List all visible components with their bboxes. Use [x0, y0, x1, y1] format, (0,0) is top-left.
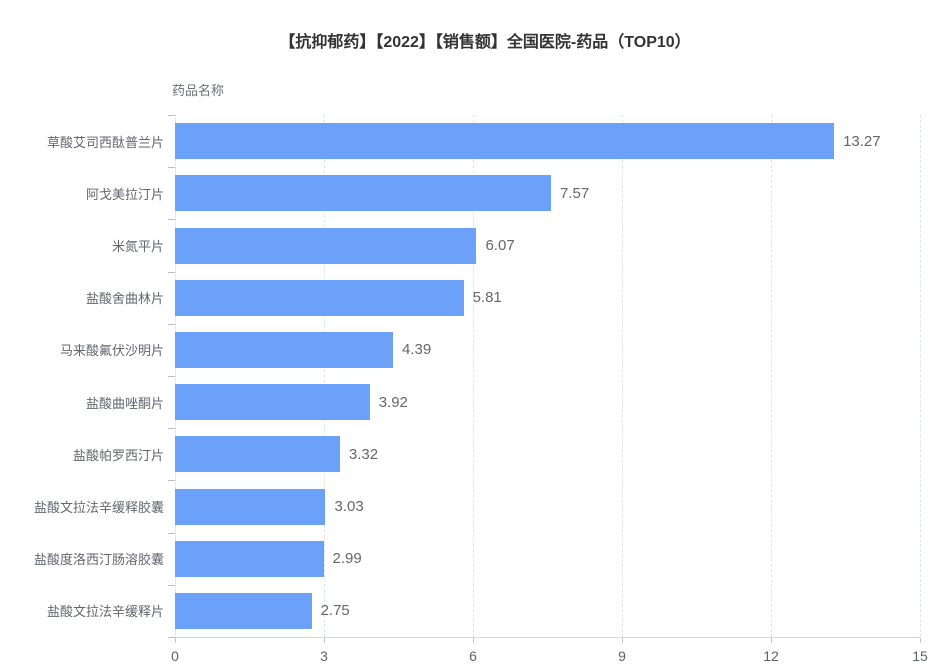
bar-row: 6.07 [175, 219, 920, 271]
bar-rows: 13.27 7.57 6.07 5.81 4.39 3.92 3.32 3.03 2.99 2.7… [175, 115, 920, 637]
category-label: 盐酸帕罗西汀片 [72, 447, 164, 463]
bar[interactable] [175, 227, 477, 264]
x-axis-tick-label: 9 [618, 648, 626, 664]
bar-row: 3.03 [175, 480, 920, 532]
x-axis-tick-label: 6 [469, 648, 477, 664]
x-axis-tick [324, 638, 325, 643]
bar-value-label: 2.99 [332, 550, 362, 568]
bar-value-label: 6.07 [485, 237, 515, 254]
category-label: 盐酸文拉法辛缓释胶囊 [33, 500, 164, 516]
gridline [771, 115, 772, 637]
y-axis-tick [168, 323, 175, 325]
x-axis-tick-label: 0 [171, 648, 179, 664]
bar[interactable] [175, 592, 312, 629]
x-axis-tick [920, 638, 921, 643]
bar[interactable] [175, 331, 394, 368]
bar-row: 3.32 [175, 428, 920, 480]
y-axis-tick [168, 637, 175, 638]
bar[interactable] [175, 175, 551, 212]
bar-row: 7.57 [175, 167, 920, 219]
y-axis-tick [168, 480, 175, 482]
bar[interactable] [175, 436, 340, 473]
category-label: 马来酸氟伏沙明片 [59, 343, 164, 359]
bar-value-label: 5.81 [472, 289, 502, 307]
x-axis-tick-label: 3 [320, 648, 328, 664]
bar-row: 2.99 [175, 533, 920, 585]
y-axis-tick [168, 219, 175, 221]
y-axis-tick [168, 376, 175, 377]
x-axis-tick [175, 638, 176, 643]
gridline [622, 115, 623, 637]
bar[interactable] [175, 123, 835, 160]
gridline [920, 115, 921, 637]
y-axis-tick [168, 584, 175, 586]
y-axis-tick [168, 532, 175, 534]
gridline [473, 115, 474, 637]
chart-title: 【抗抑郁药】【2022】【销售额】全国医院-药品（TOP10） [279, 34, 691, 51]
bar[interactable] [175, 384, 370, 421]
bar-value-label: 2.75 [320, 602, 350, 620]
bar-value-label: 3.32 [348, 445, 379, 463]
bar-value-label: 3.03 [334, 498, 364, 516]
category-label: 阿戈美拉汀片 [85, 186, 164, 202]
x-axis-tick [622, 638, 623, 643]
bar[interactable] [175, 488, 326, 525]
category-label: 米氮平片 [111, 239, 164, 254]
x-axis-line [175, 637, 920, 638]
x-axis-tick-labels: 0 3 6 9 12 15 [171, 648, 928, 666]
y-axis-name-label: 药品名称 [172, 83, 225, 98]
gridline [324, 115, 325, 637]
y-axis-category-labels: 草酸艾司西酞普兰片阿戈美拉汀片米氮平片盐酸舍曲林片马来酸氟伏沙明片盐酸曲唑酮片盐… [0, 115, 164, 637]
bar-row: 4.39 [175, 324, 920, 376]
y-axis-tick [168, 167, 175, 169]
plot-area: 13.27 7.57 6.07 5.81 4.39 3.92 3.32 3.03 2.99 2.7… [175, 115, 921, 637]
y-axis-ticks [168, 115, 175, 638]
category-label: 盐酸曲唑酮片 [85, 395, 164, 411]
x-axis-tick-label: 12 [763, 648, 779, 664]
bar-value-label: 3.92 [378, 393, 408, 411]
bar-row: 13.27 [175, 115, 920, 167]
bar-row: 3.92 [175, 376, 920, 428]
x-axis-tick-label: 15 [912, 648, 928, 664]
y-axis-tick [168, 115, 175, 116]
bar-row: 5.81 [175, 272, 920, 324]
x-axis-ticks [175, 638, 921, 643]
y-axis-tick [168, 271, 175, 273]
category-label: 盐酸舍曲林片 [85, 291, 164, 307]
bar-row: 2.75 [175, 585, 920, 637]
x-axis-tick [771, 638, 772, 643]
category-label: 盐酸文拉法辛缓释片 [46, 604, 164, 620]
x-axis-tick [473, 638, 474, 643]
bar-value-label: 4.39 [402, 341, 432, 359]
bar-value-label: 7.57 [559, 184, 590, 202]
y-axis-line [175, 115, 176, 637]
y-axis-tick [168, 428, 175, 430]
category-label: 盐酸度洛西汀肠溶胶囊 [33, 552, 164, 568]
bar[interactable] [175, 540, 324, 577]
bar-value-label: 13.27 [843, 132, 881, 150]
bar[interactable] [175, 279, 464, 316]
category-label: 草酸艾司西酞普兰片 [46, 134, 164, 150]
